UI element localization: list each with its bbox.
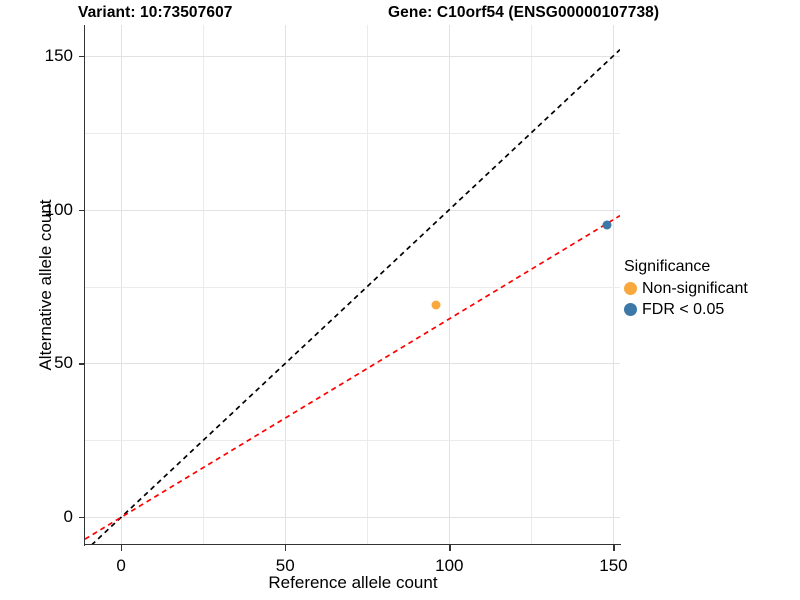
x-axis-tick — [613, 545, 615, 551]
gridline-horizontal — [85, 132, 620, 134]
legend-item-fdr-significant[interactable]: FDR < 0.05 — [624, 299, 800, 320]
plot-panel — [85, 25, 620, 545]
legend-item-label: Non-significant — [642, 279, 748, 297]
gene-title: Gene: C10orf54 (ENSG00000107738) — [388, 4, 660, 21]
gridline-vertical — [203, 25, 205, 545]
gridline-horizontal — [85, 209, 620, 211]
data-point[interactable] — [431, 300, 441, 310]
y-axis-tick-label: 50 — [54, 353, 73, 373]
x-axis-title: Reference allele count — [268, 573, 438, 592]
x-axis-tick — [449, 545, 451, 551]
y-axis-tick — [79, 209, 85, 211]
x-axis-tick-label: 0 — [116, 556, 126, 575]
legend-swatch-icon — [624, 282, 637, 295]
y-axis-tick-labels: 0 50 100 150 — [0, 0, 73, 600]
gridline-horizontal — [85, 363, 620, 365]
gridline-horizontal — [85, 286, 620, 288]
y-axis-tick-label: 100 — [44, 199, 73, 219]
y-axis-title: Alternative allele count — [36, 199, 55, 371]
variant-title: Variant: 10:73507607 — [78, 4, 233, 21]
gridline-vertical — [613, 25, 615, 545]
x-axis-tick-label: 50 — [275, 556, 295, 575]
legend-swatch-icon — [624, 303, 637, 316]
gridline-vertical — [121, 25, 123, 545]
legend-items: Non-significant FDR < 0.05 — [624, 278, 800, 320]
x-axis-line — [85, 544, 621, 546]
x-axis-tick-label: 150 — [599, 556, 628, 575]
gridline-horizontal — [85, 55, 620, 57]
y-axis-tick-label: 150 — [44, 45, 73, 65]
gridline-vertical — [449, 25, 451, 545]
x-axis-tick — [285, 545, 287, 551]
fit-line — [85, 214, 620, 540]
gridline-vertical — [531, 25, 533, 545]
legend-item-non-significant[interactable]: Non-significant — [624, 278, 800, 299]
legend: Significance Non-significant FDR < 0.05 — [624, 258, 800, 320]
gridline-vertical — [285, 25, 287, 545]
y-axis-tick — [79, 55, 85, 57]
legend-title: Significance — [624, 258, 711, 275]
legend-item-label: FDR < 0.05 — [642, 300, 725, 318]
y-axis-tick — [79, 517, 85, 519]
reference-lines-layer — [85, 48, 620, 545]
x-axis-tick-label: 100 — [435, 556, 464, 575]
data-point[interactable] — [602, 220, 612, 230]
gridline-horizontal — [85, 440, 620, 442]
plot-title-row: Variant: 10:73507607 Gene: C10orf54 (ENS… — [0, 4, 800, 26]
gridline-horizontal — [85, 517, 620, 519]
y-axis-tick-label: 0 — [63, 507, 73, 527]
y-axis-line — [84, 25, 86, 546]
x-axis-tick — [121, 545, 123, 551]
y-axis-tick — [79, 363, 85, 365]
identity-line — [90, 48, 620, 545]
